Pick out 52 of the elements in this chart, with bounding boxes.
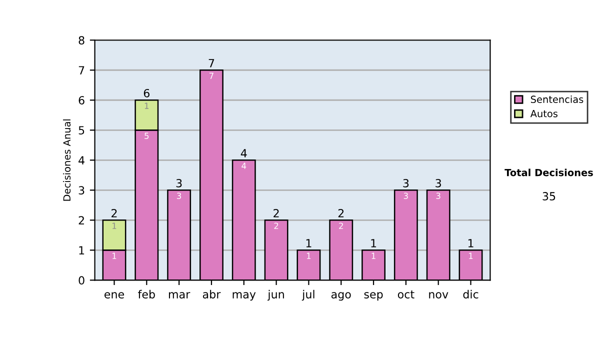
y-tick-label: 4 xyxy=(78,156,84,164)
x-tick-label: feb xyxy=(138,290,155,298)
total-label: 1 xyxy=(468,239,474,248)
total-label: 2 xyxy=(338,208,344,218)
total-label: 2 xyxy=(274,208,279,218)
y-tick-label: 5 xyxy=(78,126,84,135)
data-label: 1 xyxy=(144,102,149,109)
total-label: 3 xyxy=(436,178,441,188)
total-label: 6 xyxy=(144,88,150,98)
x-tick-label: jul xyxy=(302,290,314,301)
data-label: 1 xyxy=(112,252,116,259)
total-label: 2 xyxy=(112,208,117,218)
y-axis-title: Decisiones Anual xyxy=(63,119,71,201)
x-tick-label: sep xyxy=(364,292,383,301)
total-label: 3 xyxy=(176,178,182,188)
y-tick-label: 6 xyxy=(78,96,84,105)
total-label: 1 xyxy=(371,239,376,248)
total-label: 1 xyxy=(306,239,312,248)
text: Total Decisiones xyxy=(504,168,593,176)
x-tick-label: ene xyxy=(104,292,124,298)
data-label: 1 xyxy=(469,252,473,259)
legend-label: Sentencias xyxy=(530,95,584,104)
x-tick-label: abr xyxy=(202,290,221,298)
x-tick-label: ago xyxy=(331,292,351,301)
y-tick-label: 2 xyxy=(78,216,84,224)
data-label: 1 xyxy=(112,222,116,229)
text: 35 xyxy=(542,192,556,200)
y-tick-label: 8 xyxy=(78,36,84,44)
data-label: 4 xyxy=(242,162,246,169)
data-label: 1 xyxy=(372,252,376,259)
total-label: 7 xyxy=(208,59,214,68)
total-label: 4 xyxy=(240,149,247,158)
y-tick-label: 3 xyxy=(78,186,84,195)
data-label: 3 xyxy=(177,192,182,199)
y-tick-label: 7 xyxy=(78,66,84,74)
x-tick-label: jun xyxy=(268,290,284,301)
legend-label: Autos xyxy=(530,110,558,118)
data-label: 2 xyxy=(339,222,343,229)
data-label: 5 xyxy=(144,132,149,139)
y-tick-label: 1 xyxy=(79,246,84,254)
data-label: 3 xyxy=(436,192,440,199)
data-label: 2 xyxy=(274,222,278,229)
data-label: 7 xyxy=(210,72,214,79)
x-tick-label: oct xyxy=(398,290,414,298)
x-tick-label: may xyxy=(232,292,256,301)
x-tick-label: dic xyxy=(463,290,478,298)
x-tick-label: nov xyxy=(429,292,448,298)
x-tick-label: mar xyxy=(168,292,190,298)
data-label: 3 xyxy=(404,192,408,199)
total-label: 3 xyxy=(403,178,409,188)
data-label: 1 xyxy=(306,252,311,259)
y-tick-label: 0 xyxy=(78,276,84,285)
